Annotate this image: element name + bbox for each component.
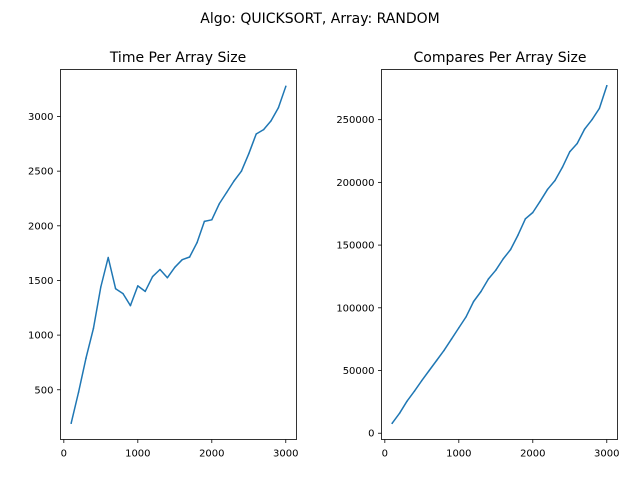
data-point	[435, 359, 438, 362]
data-point	[421, 379, 423, 382]
data-point	[502, 258, 504, 260]
data-point	[591, 118, 593, 121]
chart-title: Compares Per Array Size	[414, 50, 587, 66]
data-point	[77, 391, 80, 393]
y-tick-label: 3000	[28, 112, 53, 123]
y-tick-label: 500	[34, 385, 53, 396]
data-point	[225, 191, 228, 194]
data-point	[443, 349, 445, 352]
data-point	[450, 338, 453, 340]
data-point	[277, 107, 280, 109]
data-point	[166, 276, 169, 279]
x-tick-label: 1000	[446, 449, 471, 460]
data-point	[100, 286, 102, 288]
y-tick-label: 2500	[28, 167, 53, 178]
axis-ticks: 0 1000 2000 3000 500 1000 1500 2000 2500 3000	[28, 112, 298, 459]
data-point	[428, 369, 430, 372]
data-point	[398, 412, 401, 414]
data-point	[495, 269, 497, 271]
series-line	[391, 84, 608, 425]
data-point	[413, 390, 416, 392]
data-point	[196, 241, 198, 244]
data-point	[240, 170, 243, 172]
data-point	[524, 218, 527, 220]
data-point	[144, 290, 146, 293]
axes-frame	[60, 69, 297, 440]
x-tick-label: 1000	[125, 449, 150, 460]
series-line	[70, 85, 287, 425]
x-tick-label: 3000	[594, 449, 619, 460]
data-point	[262, 128, 265, 131]
series-group	[391, 84, 608, 425]
x-tick-label: 0	[382, 449, 388, 460]
data-point	[159, 268, 161, 271]
chart-time-per-array-size: Time Per Array Size 0 1000 2000 3000 500 1000…	[28, 50, 298, 460]
data-point	[248, 152, 250, 155]
data-point	[576, 142, 578, 145]
axis-ticks: 0 1000 2000 3000 0 50000 100000 150000 200000 250…	[336, 115, 619, 459]
data-point	[458, 327, 460, 329]
data-point	[233, 180, 235, 182]
data-point	[583, 128, 586, 130]
data-point	[285, 85, 287, 88]
y-tick-label: 100000	[336, 303, 374, 314]
data-point	[218, 203, 220, 205]
data-point	[137, 285, 139, 287]
y-tick-label: 250000	[336, 115, 374, 126]
data-point	[129, 304, 132, 307]
data-point	[539, 200, 541, 202]
data-point	[472, 300, 475, 303]
data-point	[70, 422, 72, 424]
data-point	[554, 179, 556, 182]
data-point	[114, 287, 117, 290]
axes-frame	[381, 69, 618, 440]
data-point	[480, 290, 482, 293]
data-point	[174, 266, 176, 269]
data-point	[92, 327, 95, 330]
data-point	[569, 150, 571, 153]
x-tick-label: 0	[61, 449, 67, 460]
y-tick-label: 150000	[336, 241, 374, 252]
x-tick-label: 2000	[520, 449, 545, 460]
data-point	[532, 211, 534, 214]
data-point	[509, 248, 512, 251]
data-point	[181, 258, 183, 261]
x-tick-label: 2000	[199, 449, 224, 460]
data-point	[606, 85, 608, 87]
data-point	[211, 219, 213, 221]
data-point	[561, 166, 564, 169]
data-point	[107, 256, 109, 259]
data-point	[406, 400, 408, 402]
data-point	[188, 256, 191, 258]
data-point	[487, 278, 490, 280]
data-point	[270, 120, 272, 122]
data-point	[151, 275, 154, 278]
chart-title: Time Per Array Size	[109, 50, 246, 66]
data-point	[517, 234, 519, 236]
data-point	[391, 422, 393, 424]
y-tick-label: 200000	[336, 178, 374, 189]
data-point	[546, 188, 549, 191]
series-group	[70, 85, 287, 425]
figure-suptitle: Algo: QUICKSORT, Array: RANDOM	[200, 11, 439, 27]
chart-compares-per-array-size: Compares Per Array Size 0 1000 2000 3000 0 50…	[336, 50, 619, 460]
data-point	[465, 315, 467, 318]
y-tick-label: 50000	[343, 366, 375, 377]
y-tick-label: 2000	[28, 221, 53, 232]
y-tick-label: 1000	[28, 331, 53, 342]
data-point	[598, 107, 601, 110]
data-point	[122, 292, 124, 295]
x-tick-label: 3000	[273, 449, 298, 460]
y-tick-label: 1500	[28, 276, 53, 287]
data-point	[255, 133, 257, 135]
data-point	[203, 220, 206, 223]
data-point	[85, 357, 87, 359]
y-tick-label: 0	[368, 429, 374, 440]
